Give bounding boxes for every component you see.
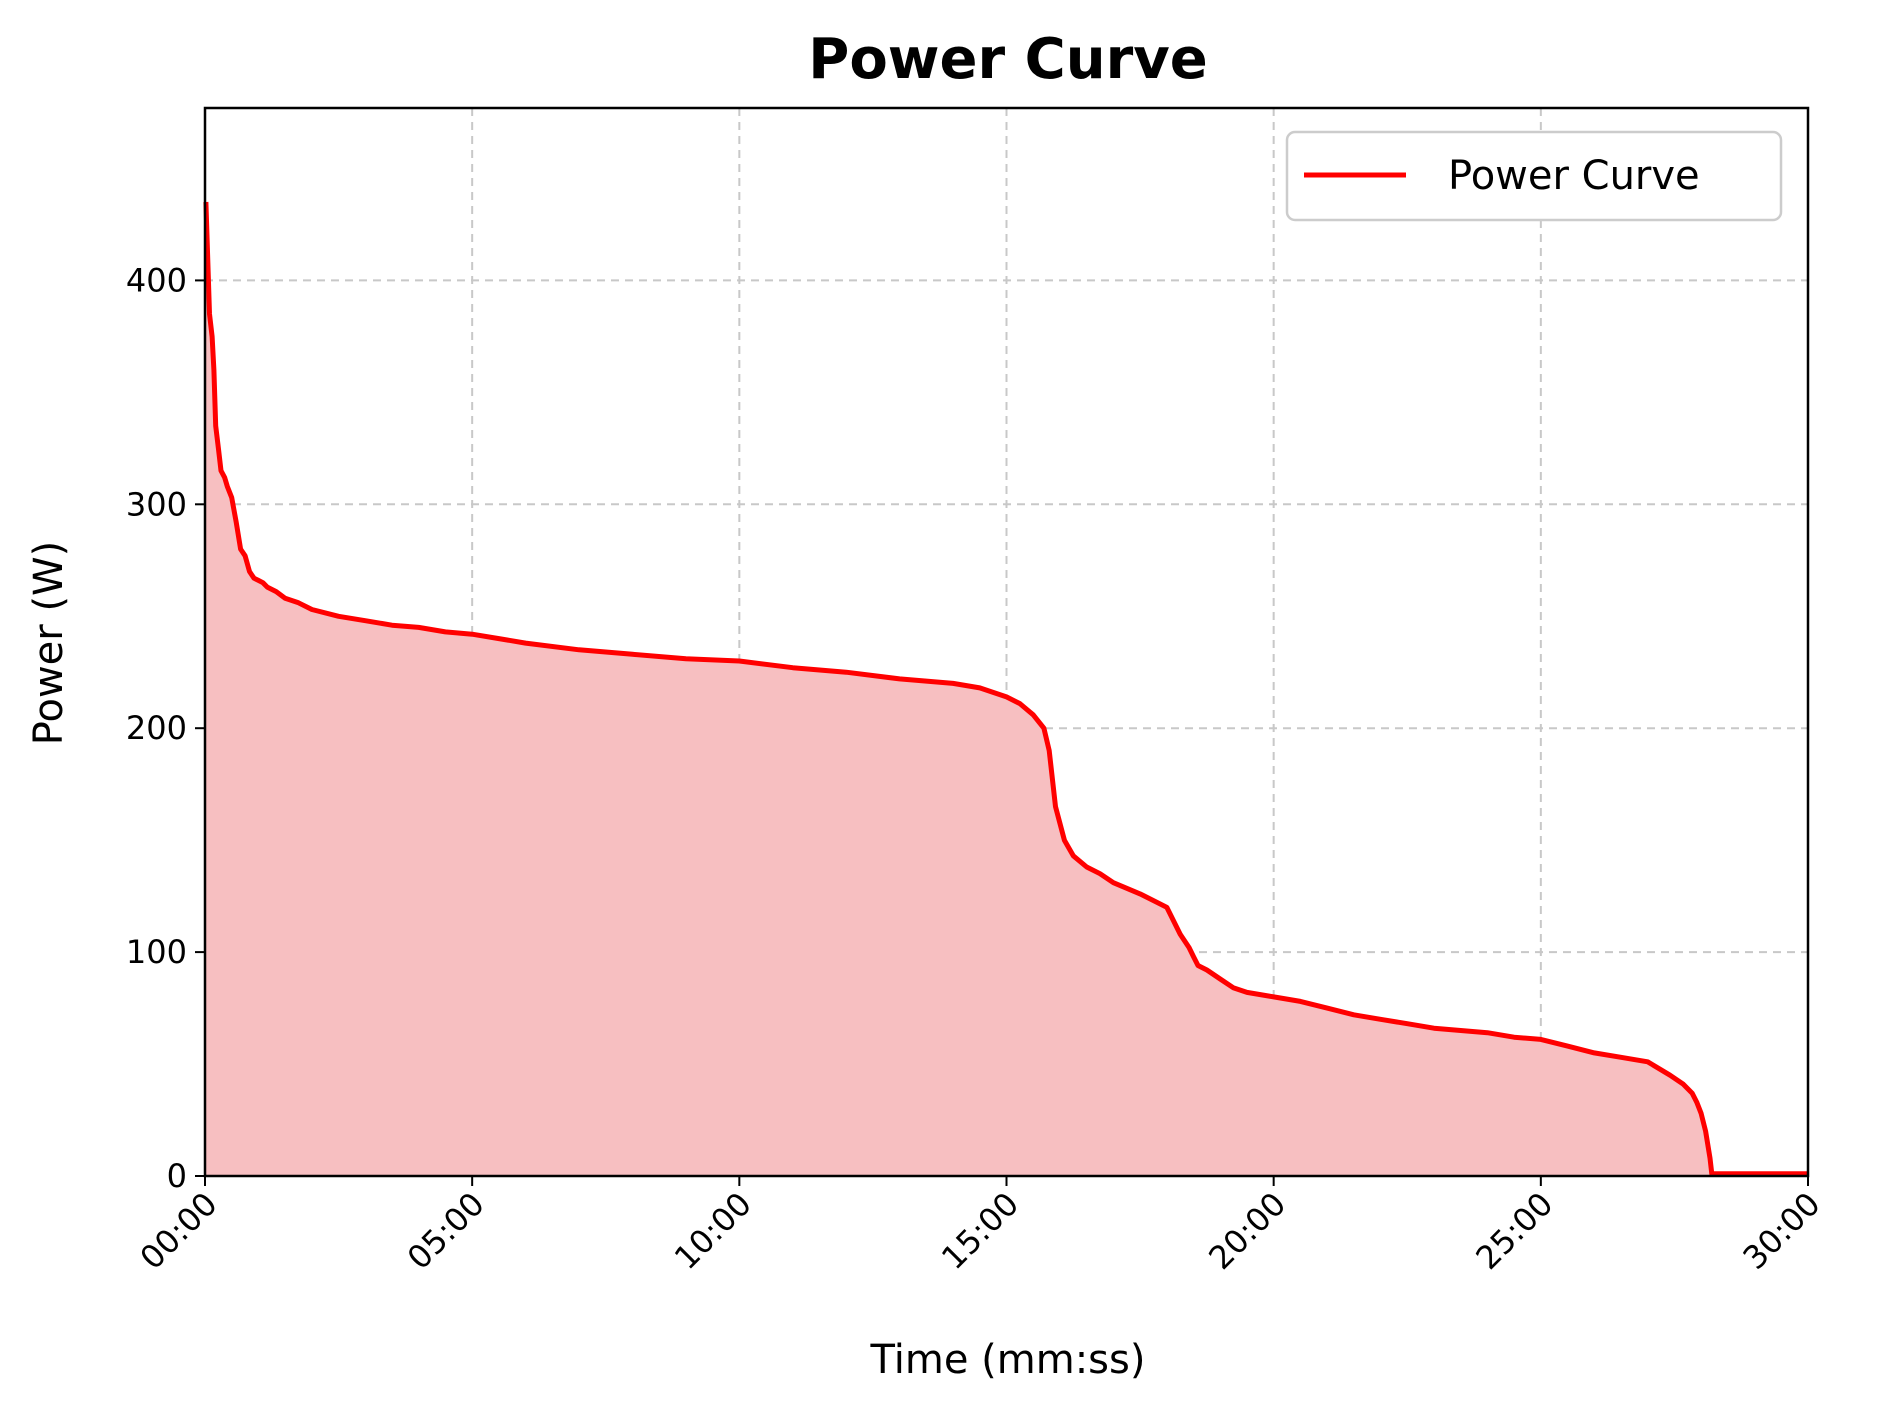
y-axis-label: Power (W) bbox=[26, 541, 72, 745]
y-tick-label: 300 bbox=[126, 485, 187, 523]
legend-box bbox=[1285, 130, 1783, 222]
x-axis-label: Time (mm:ss) bbox=[870, 1337, 1146, 1383]
legend: Power Curve bbox=[1285, 130, 1783, 222]
y-tick-label: 0 bbox=[167, 1157, 187, 1195]
area-fill bbox=[205, 202, 1808, 1176]
legend-label-power-curve: Power Curve bbox=[1448, 153, 1700, 199]
chart-title: Power Curve bbox=[808, 27, 1207, 92]
y-tick-label: 400 bbox=[126, 261, 187, 299]
series-line-power-curve bbox=[203, 201, 1808, 1177]
y-axis: 0 100 200 300 400 bbox=[126, 261, 205, 1195]
y-tick-label: 200 bbox=[126, 709, 187, 747]
y-tick-label: 100 bbox=[126, 933, 187, 971]
